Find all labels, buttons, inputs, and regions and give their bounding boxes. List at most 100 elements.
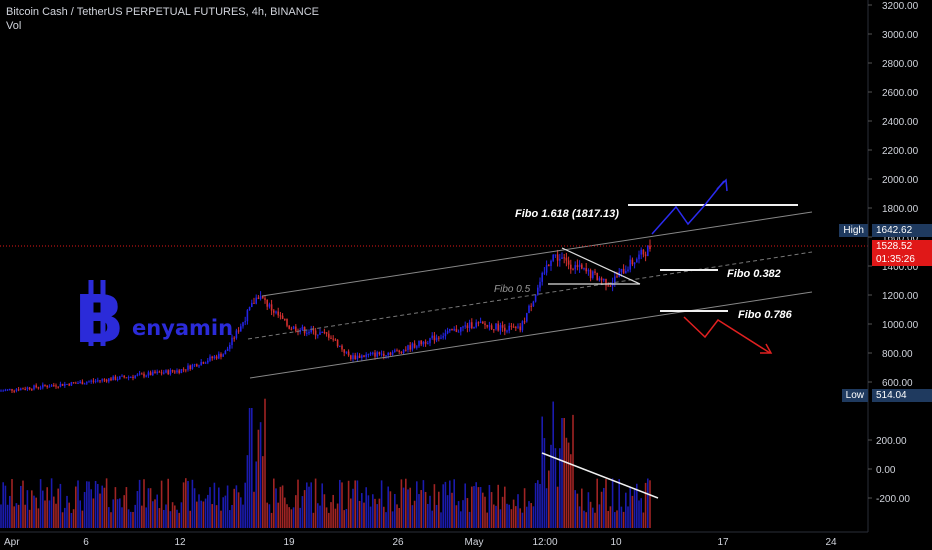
bullish-arrowhead <box>716 178 728 192</box>
volume-bar <box>209 487 211 528</box>
volume-bar <box>464 483 466 528</box>
volume-bar <box>53 496 55 528</box>
price-tick-label: 1400.00 <box>882 262 919 273</box>
volume-bar <box>15 503 18 528</box>
volume-bar <box>202 501 205 528</box>
volume-bar <box>336 503 339 528</box>
volume-bar <box>9 495 11 528</box>
candle-body <box>605 279 607 286</box>
price-tick-label: 1000.00 <box>882 320 919 331</box>
candle-body <box>37 387 40 389</box>
volume-bar <box>281 485 284 528</box>
candle-body <box>189 365 191 369</box>
candle-body <box>455 328 458 332</box>
volume-label: Vol <box>6 20 22 32</box>
volume-bar <box>438 491 440 528</box>
volume-bar <box>17 504 20 528</box>
volume-bar <box>24 504 26 528</box>
candle-body <box>598 278 601 281</box>
volume-bar <box>490 492 493 528</box>
volume-bar <box>600 491 603 528</box>
volume-bar <box>416 481 418 528</box>
candle-body <box>332 338 334 340</box>
candle-body <box>66 383 68 385</box>
volume-bar <box>462 500 464 528</box>
candle-body <box>442 336 444 338</box>
candle-body <box>488 325 491 327</box>
candle-body <box>17 389 20 391</box>
candle-body <box>453 328 455 331</box>
candle-body <box>616 276 618 278</box>
volume-bar <box>268 504 271 528</box>
candle-body <box>427 343 429 345</box>
volume-bar <box>455 505 458 528</box>
candle-body <box>185 369 187 371</box>
volume-bar <box>515 506 517 528</box>
candle-body <box>614 276 616 283</box>
candle-body <box>119 376 121 379</box>
candle-body <box>490 325 493 330</box>
candle-body <box>178 370 180 373</box>
volume-bar <box>380 480 383 528</box>
candle-body <box>167 370 169 375</box>
candle-body <box>372 352 374 354</box>
candle-body <box>160 372 163 374</box>
volume-bar <box>299 507 301 528</box>
volume-bar <box>622 511 625 528</box>
candle-body <box>121 375 123 377</box>
candle-body <box>352 355 354 360</box>
volume-bar <box>279 486 282 528</box>
candle-body <box>149 372 152 376</box>
low-value-tag: 514.04 <box>872 389 932 402</box>
volume-bar <box>642 512 645 528</box>
volume-bar <box>486 512 488 528</box>
volume-bar <box>101 485 103 528</box>
volume-bar <box>152 501 154 528</box>
volume-bar <box>22 480 24 528</box>
candle-body <box>255 297 257 304</box>
volume-bar <box>264 398 266 528</box>
volume-bar <box>70 512 73 528</box>
candle-body <box>422 341 425 345</box>
price-tick-label: 1600.00 <box>882 233 919 244</box>
price-tick-label: 2400.00 <box>882 117 919 128</box>
candle-body <box>48 386 51 388</box>
candle-body <box>363 355 365 357</box>
candle-body <box>191 364 194 369</box>
volume-bar <box>66 495 68 528</box>
volume-bar <box>499 509 502 528</box>
volume-bar <box>127 509 130 528</box>
volume-bar <box>259 422 262 528</box>
volume-bar <box>207 494 209 528</box>
volume-bar <box>226 485 229 528</box>
volume-bar <box>424 491 427 528</box>
candle-body <box>97 380 99 382</box>
volume-bar <box>484 496 486 528</box>
volume-bar <box>306 482 308 528</box>
volume-bar <box>402 487 405 528</box>
volume-bar <box>383 506 385 528</box>
volume-bar <box>433 484 436 528</box>
volume-bar <box>55 503 57 528</box>
candle-body <box>559 258 561 261</box>
candle-body <box>22 388 24 390</box>
candle-body <box>358 355 361 358</box>
candle-body <box>479 321 482 323</box>
candle-body <box>94 380 97 382</box>
candle-body <box>554 254 557 256</box>
volume-bar <box>554 448 557 528</box>
candle-body <box>284 318 286 320</box>
candle-body <box>266 300 268 307</box>
volume-bar <box>185 478 187 528</box>
volume-bar <box>550 444 552 528</box>
volume-bar <box>629 487 631 528</box>
candle-body <box>409 345 411 350</box>
volume-bar <box>350 498 352 528</box>
candle-body <box>523 321 526 323</box>
candle-body <box>336 339 339 347</box>
volume-bar <box>196 501 198 528</box>
candle-body <box>174 371 176 373</box>
candle-body <box>515 327 517 329</box>
